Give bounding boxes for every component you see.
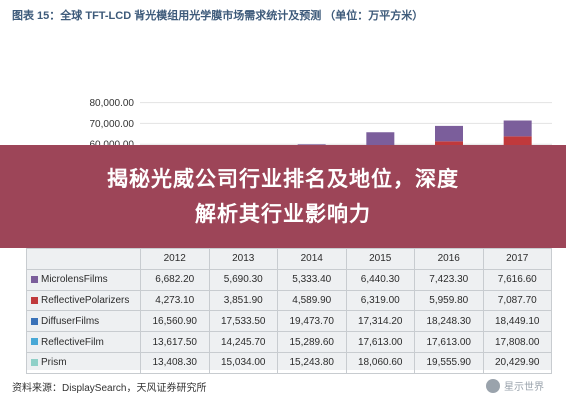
table-cell: 7,616.60 <box>482 268 552 291</box>
table-cell: 16,560.90 <box>140 310 210 333</box>
data-table: 2012 2013 2014 2015 2016 2017 MicrolensFilms 6,… <box>26 248 552 374</box>
table-row: Prism 13,408.30 15,034.00 15,243.80 18,060.6… <box>26 351 552 374</box>
table-cell: 17,613.00 <box>414 331 484 353</box>
row-label: MicrolensFilms <box>26 268 141 291</box>
table-cell: 5,690.30 <box>208 268 278 291</box>
y-tick-label: 70,000.00 <box>90 119 135 130</box>
table-cell: 6,319.00 <box>345 289 415 312</box>
year-header: 2016 <box>414 248 484 270</box>
table-cell: 19,473.70 <box>277 310 347 333</box>
row-label: DiffuserFilms <box>26 310 141 333</box>
chart-header: 图表 15：全球 TFT-LCD 背光模组用光学膜市场需求统计及预测 （单位：万… <box>0 0 566 30</box>
row-label-text: Prism <box>41 357 67 369</box>
table-cell: 17,613.00 <box>345 331 415 353</box>
legend-swatch <box>31 338 38 346</box>
table-cell: 18,449.10 <box>482 310 552 333</box>
table-cell: 15,034.00 <box>208 351 278 374</box>
year-header: 2015 <box>345 248 415 270</box>
legend-swatch <box>31 317 38 325</box>
table-cell: 5,333.40 <box>277 268 347 291</box>
table-cell: 13,408.30 <box>140 351 210 374</box>
table-cell: 15,243.80 <box>277 351 347 374</box>
y-tick-label: 80,000.00 <box>90 98 135 109</box>
watermark-text: 星示世界 <box>504 382 544 393</box>
row-label-text: ReflectiveFilm <box>41 336 104 348</box>
row-label-text: DiffuserFilms <box>41 315 100 327</box>
table-cell: 18,060.60 <box>345 351 415 374</box>
table-cell: 6,682.20 <box>140 268 210 291</box>
legend-swatch <box>31 359 38 367</box>
year-header: 2013 <box>208 248 278 270</box>
y-tick-label: 60,000.00 <box>90 140 135 145</box>
table-cell: 17,808.00 <box>482 331 552 353</box>
table-corner-cell <box>26 248 141 270</box>
table-row: MicrolensFilms 6,682.20 5,690.30 5,333.40 6,… <box>26 268 552 291</box>
source-note: 资料来源：DisplaySearch，天风证券研究所 <box>12 383 207 394</box>
row-label-text: ReflectivePolarizers <box>41 294 130 306</box>
row-label: ReflectiveFilm <box>26 331 141 353</box>
table-cell: 20,429.90 <box>482 351 552 374</box>
table-cell: 18,248.30 <box>414 310 484 333</box>
wechat-icon <box>486 379 500 393</box>
table-cell: 17,314.20 <box>345 310 415 333</box>
table-cell: 4,273.10 <box>140 289 210 312</box>
row-label: ReflectivePolarizers <box>26 289 141 312</box>
table-row: ReflectiveFilm 13,617.50 14,245.70 15,289.6… <box>26 331 552 353</box>
headline-line-1: 揭秘光威公司行业排名及地位，深度 <box>107 168 459 191</box>
bar-segment-microlensfilms-2014 <box>297 144 326 145</box>
table-cell: 15,289.60 <box>277 331 347 353</box>
chart-title: 图表 15：全球 TFT-LCD 背光模组用光学膜市场需求统计及预测 （单位：万… <box>12 10 424 22</box>
bar-segment-microlensfilms-2016 <box>435 125 463 142</box>
row-label: Prism <box>26 351 141 374</box>
table-cell: 7,087.70 <box>482 289 552 312</box>
table-cell: 4,589.90 <box>277 289 347 312</box>
bar-segment-microlensfilms-2015 <box>366 132 395 145</box>
year-header: 2017 <box>482 248 552 270</box>
table-cell: 6,440.30 <box>345 268 415 291</box>
table-header-row: 2012 2013 2014 2015 2016 2017 <box>26 248 552 270</box>
data-table-container: 2012 2013 2014 2015 2016 2017 MicrolensFilms 6,… <box>26 248 552 374</box>
legend-swatch <box>31 276 38 284</box>
row-label-text: MicrolensFilms <box>41 274 108 286</box>
stacked-bar-chart: 60,000.00 70,000.00 80,000.00 <box>90 98 552 145</box>
bar-segment-microlensfilms-2017 <box>503 120 532 137</box>
table-cell: 17,533.50 <box>208 310 278 333</box>
table-cell: 13,617.50 <box>140 331 210 353</box>
year-header: 2014 <box>277 248 347 270</box>
bar-segment-reflectivepolarizers-2016 <box>435 141 463 145</box>
legend-swatch <box>31 296 38 304</box>
table-row: DiffuserFilms 16,560.90 17,533.50 19,473.70… <box>26 310 552 333</box>
footer: 资料来源：DisplaySearch，天风证券研究所 星示世界 <box>0 374 566 400</box>
table-cell: 3,851.90 <box>208 289 278 312</box>
table-cell: 5,959.80 <box>414 289 484 312</box>
table-row: ReflectivePolarizers 4,273.10 3,851.90 4,58… <box>26 289 552 312</box>
bar-segment-reflectivepolarizers-2017 <box>503 136 532 145</box>
table-cell: 19,555.90 <box>414 351 484 374</box>
table-cell: 7,423.30 <box>414 268 484 291</box>
year-header: 2012 <box>140 248 210 270</box>
headline-banner: 揭秘光威公司行业排名及地位，深度 解析其行业影响力 <box>0 145 566 248</box>
watermark: 星示世界 <box>486 378 564 394</box>
headline-line-2: 解析其行业影响力 <box>195 203 371 226</box>
table-cell: 14,245.70 <box>208 331 278 353</box>
